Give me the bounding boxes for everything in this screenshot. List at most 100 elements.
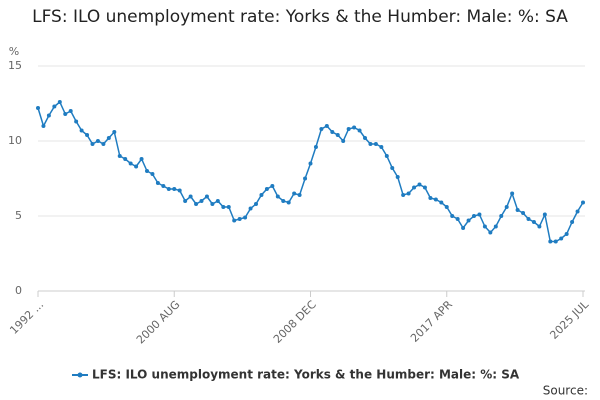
point — [275, 194, 280, 199]
point — [455, 217, 460, 221]
point — [150, 172, 155, 176]
point — [188, 194, 193, 199]
point — [450, 214, 455, 218]
point — [112, 130, 117, 134]
point — [488, 230, 493, 235]
point — [63, 112, 68, 116]
point — [412, 185, 417, 190]
point — [548, 239, 553, 244]
point — [531, 220, 536, 224]
x-tick-label: 1992 ... — [7, 298, 46, 337]
point — [324, 124, 329, 128]
point — [313, 145, 318, 149]
point — [472, 214, 476, 218]
y-tick-label: 0 — [15, 284, 22, 297]
point — [537, 224, 542, 229]
point — [292, 191, 297, 196]
point — [145, 169, 149, 173]
point — [493, 224, 498, 229]
point — [57, 100, 62, 104]
point — [352, 125, 357, 130]
point — [564, 232, 569, 236]
point — [155, 181, 160, 185]
point — [341, 139, 346, 143]
point — [521, 211, 526, 215]
point — [166, 187, 171, 191]
point — [74, 119, 79, 124]
point — [161, 184, 166, 188]
point — [264, 187, 269, 191]
point — [319, 127, 324, 131]
y-tick-label: 10 — [8, 134, 22, 147]
point — [346, 127, 351, 131]
point — [139, 157, 144, 161]
point — [270, 184, 275, 188]
point — [90, 142, 95, 146]
point — [542, 212, 547, 217]
point — [401, 193, 406, 197]
source: Source: — [543, 384, 588, 398]
legend-marker — [77, 372, 83, 378]
point — [575, 209, 580, 214]
point — [526, 217, 531, 221]
legend-label: LFS: ILO unemployment rate: Yorks & the … — [92, 368, 520, 382]
point — [335, 133, 340, 137]
point — [308, 161, 313, 166]
point — [210, 202, 215, 206]
point — [134, 164, 139, 169]
point — [128, 161, 133, 166]
point — [395, 175, 400, 179]
point — [379, 145, 384, 149]
series-line — [37, 100, 584, 243]
point — [515, 208, 520, 212]
point — [581, 200, 585, 205]
point — [46, 113, 51, 118]
x-tick-label: 2008 DEC — [271, 298, 319, 346]
point — [439, 200, 444, 205]
point — [510, 191, 515, 196]
point — [499, 214, 504, 218]
y-tick-label: 5 — [15, 209, 22, 222]
legend-item: LFS: ILO unemployment rate: Yorks & the … — [72, 368, 520, 382]
point — [406, 191, 411, 196]
point — [286, 200, 291, 205]
point — [237, 217, 242, 221]
point — [221, 205, 226, 209]
point — [85, 133, 90, 137]
point — [570, 220, 575, 224]
x-tick-label: 2017 APR — [408, 298, 455, 345]
point — [477, 212, 482, 217]
point — [117, 154, 122, 158]
point — [243, 215, 248, 220]
point — [482, 224, 487, 229]
point — [254, 202, 258, 206]
x-tick-label: 2025 JUL — [547, 297, 591, 341]
point — [559, 236, 564, 241]
point — [444, 205, 449, 209]
point — [466, 218, 471, 223]
point — [428, 196, 433, 200]
point — [123, 157, 128, 161]
point — [95, 139, 100, 143]
point — [303, 176, 308, 181]
point — [79, 128, 84, 133]
y-unit: % — [9, 45, 19, 58]
point — [422, 185, 427, 190]
chart-title: LFS: ILO unemployment rate: Yorks & the … — [32, 7, 568, 27]
point — [553, 239, 558, 244]
x-tick-label: 2000 AUG — [134, 298, 183, 347]
point — [41, 124, 46, 128]
point — [297, 193, 302, 197]
point — [194, 202, 199, 206]
point — [384, 154, 389, 158]
point — [106, 136, 111, 140]
point — [281, 199, 286, 203]
point — [183, 199, 188, 203]
point — [68, 109, 73, 113]
point — [215, 199, 220, 203]
point — [363, 136, 367, 140]
point — [204, 194, 209, 199]
point — [504, 205, 509, 209]
point — [368, 142, 373, 146]
